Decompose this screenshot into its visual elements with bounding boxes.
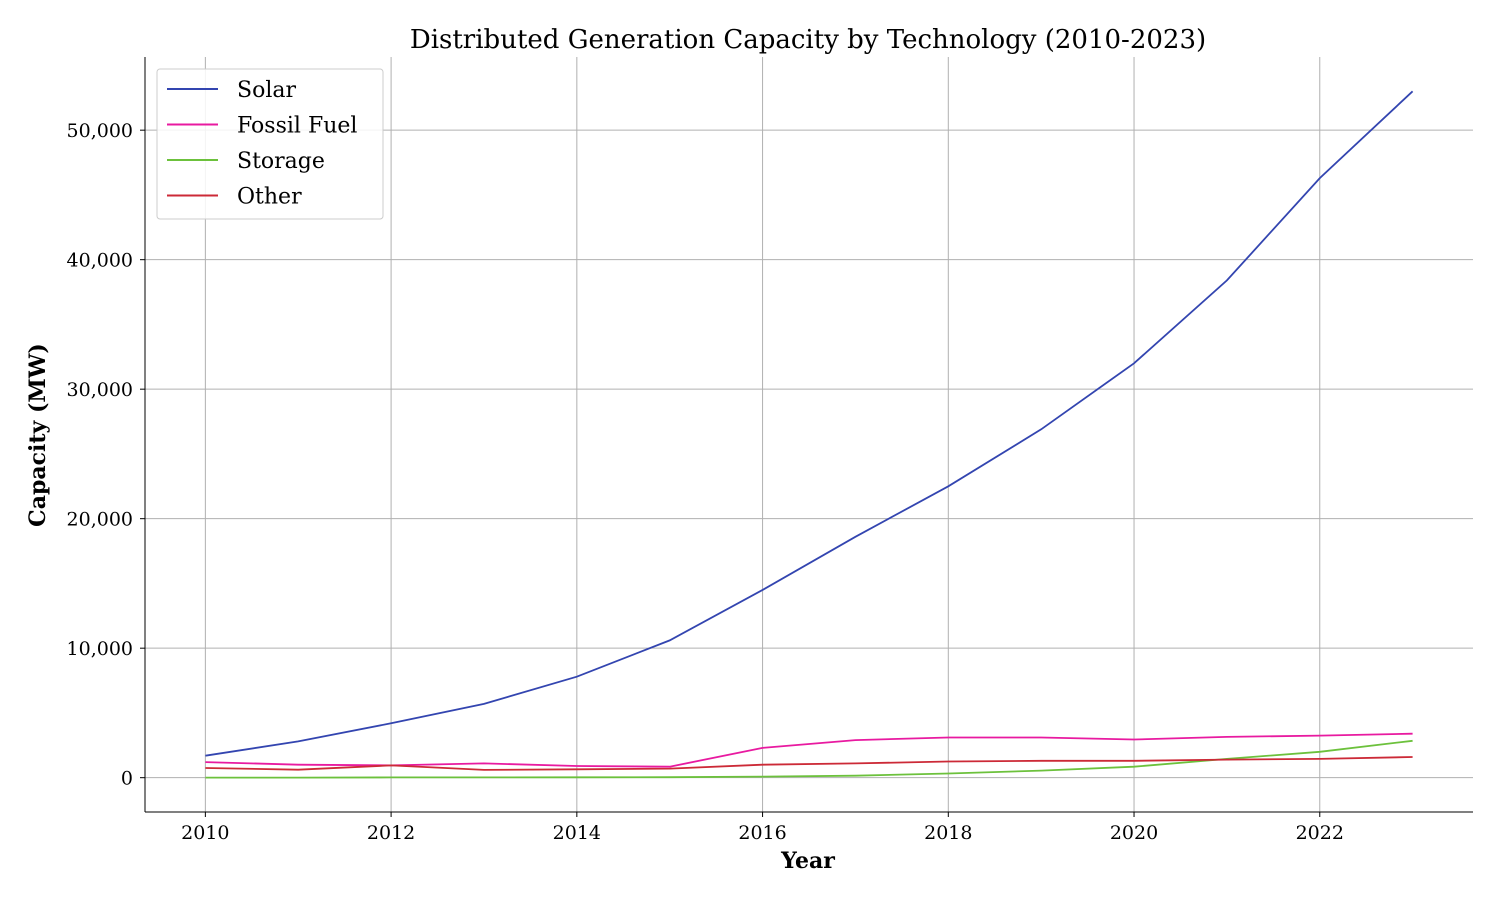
legend: Solar Fossil Fuel Storage Other [156, 68, 384, 220]
x-tick-label: 2020 [1110, 822, 1158, 844]
legend-label-storage: Storage [237, 149, 325, 174]
y-tick-label: 30,000 [67, 379, 133, 401]
x-tick-label: 2022 [1296, 822, 1344, 844]
y-tick-label: 0 [121, 768, 133, 790]
x-tick-label: 2012 [367, 822, 415, 844]
y-axis-label: Capacity (MW) [25, 343, 51, 527]
y-tick-label: 20,000 [67, 509, 133, 531]
y-tick-label: 50,000 [67, 120, 133, 142]
series-line-other [205, 756, 1413, 771]
x-tick-label: 2018 [924, 822, 972, 844]
x-tick-label: 2014 [553, 822, 601, 844]
series-line-fossil-fuel [205, 732, 1413, 768]
legend-label-solar: Solar [237, 78, 296, 103]
legend-label-fossil-fuel: Fossil Fuel [237, 114, 357, 139]
axes [140, 57, 1473, 817]
series-lines [205, 90, 1414, 779]
series-line-solar [205, 90, 1414, 757]
y-tick-label: 10,000 [67, 638, 133, 660]
x-axis-label: Year [780, 848, 835, 874]
y-tick-label: 40,000 [67, 250, 133, 272]
x-tick-label: 2010 [181, 822, 229, 844]
tick-labels: 2010 2012 2014 2016 2018 2020 2022 0 10,000 20,00… [67, 120, 1344, 844]
x-tick-label: 2016 [738, 822, 786, 844]
grid [145, 57, 1473, 812]
chart-title: Distributed Generation Capacity by Techn… [410, 25, 1206, 55]
legend-frame [156, 68, 384, 220]
legend-label-other: Other [237, 185, 302, 210]
